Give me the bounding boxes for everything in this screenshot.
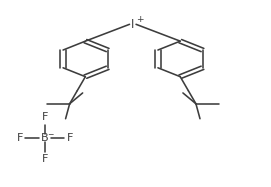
Text: F: F	[41, 154, 48, 164]
Text: F: F	[66, 133, 73, 143]
Text: F: F	[41, 112, 48, 122]
Text: B: B	[41, 133, 49, 143]
Text: I: I	[131, 18, 134, 31]
Text: F: F	[17, 133, 23, 143]
Text: +: +	[136, 15, 143, 24]
Text: −: −	[47, 130, 54, 139]
